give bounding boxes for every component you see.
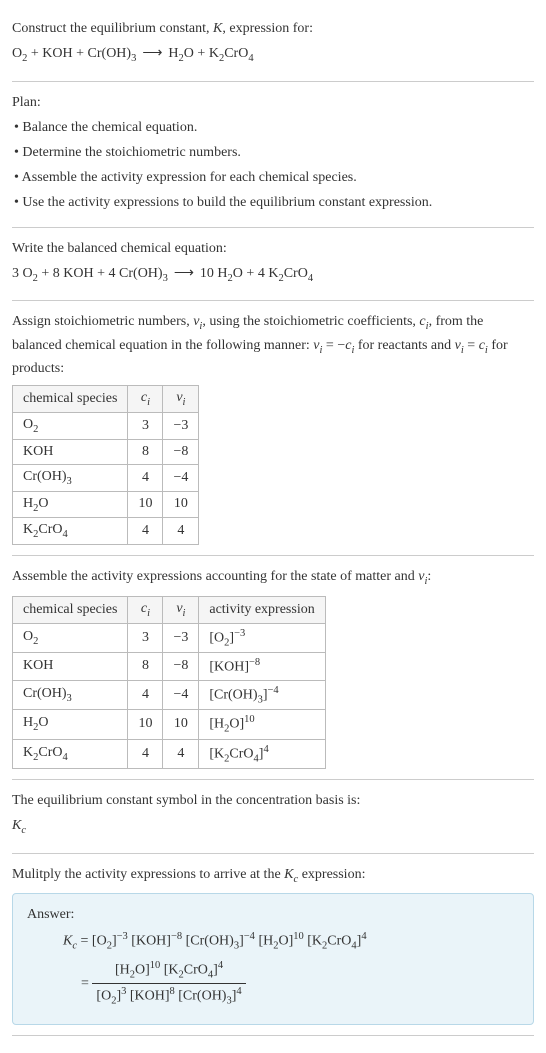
cell-activity: [K2CrO4]4	[199, 739, 325, 768]
table-row: KOH8−8[KOH]−8	[13, 652, 326, 680]
cell-activity: [Cr(OH)3]−4	[199, 680, 325, 709]
col-species: chemical species	[13, 386, 128, 413]
answer-box: Answer: Kc = [O2]−3 [KOH]−8 [Cr(OH)3]−4 …	[12, 893, 534, 1025]
cell-ci: 3	[128, 412, 163, 439]
species-K2CrO4: K2CrO4	[268, 266, 313, 281]
table-row: O23−3[O2]−3	[13, 623, 326, 652]
intro-line1: Construct the equilibrium constant, K, e…	[12, 18, 534, 39]
fraction-numerator: [H2O]10 [K2CrO4]4	[92, 958, 245, 984]
cell-species: O2	[13, 412, 128, 439]
cell-species: KOH	[13, 652, 128, 680]
cell-species: Cr(OH)3	[13, 464, 128, 491]
cell-activity: [H2O]10	[199, 710, 325, 739]
table-row: H2O1010[H2O]10	[13, 710, 326, 739]
species-H2O: H2O	[217, 266, 243, 281]
reaction-arrow-icon: ⟶	[168, 266, 200, 281]
cell-nui: −4	[163, 464, 199, 491]
col-ci: ci	[128, 596, 163, 623]
cell-ci: 4	[128, 739, 163, 768]
table-row: K2CrO444[K2CrO4]4	[13, 739, 326, 768]
species-K2CrO4: K2CrO4	[209, 46, 254, 61]
cell-species: K2CrO4	[13, 739, 128, 768]
activity-table: chemical species ci νi activity expressi…	[12, 596, 326, 769]
multiply-section: Mulitply the activity expressions to arr…	[12, 854, 534, 1036]
assign-text: Assign stoichiometric numbers, νi, using…	[12, 311, 534, 379]
answer-equation-line1: Kc = [O2]−3 [KOH]−8 [Cr(OH)3]−4 [H2O]10 …	[27, 929, 519, 954]
Kc-symbol: Kc	[12, 815, 534, 839]
cell-nui: −4	[163, 680, 199, 709]
cell-nui: 4	[163, 518, 199, 545]
K-symbol: K	[213, 21, 222, 36]
plan-section: Plan: • Balance the chemical equation. •…	[12, 82, 534, 228]
assemble-text: Assemble the activity expressions accoun…	[12, 566, 534, 590]
balanced-section: Write the balanced chemical equation: 3 …	[12, 228, 534, 302]
species-CrOH3: Cr(OH)3	[119, 266, 168, 281]
balanced-title: Write the balanced chemical equation:	[12, 238, 534, 259]
intro-section: Construct the equilibrium constant, K, e…	[12, 8, 534, 82]
cell-ci: 4	[128, 680, 163, 709]
cell-nui: −3	[163, 412, 199, 439]
col-activity: activity expression	[199, 596, 325, 623]
plan-title: Plan:	[12, 92, 534, 113]
species-O2: O2	[12, 46, 27, 61]
cell-nui: −8	[163, 439, 199, 464]
cell-species: KOH	[13, 439, 128, 464]
table-header-row: chemical species ci νi activity expressi…	[13, 596, 326, 623]
cell-species: O2	[13, 623, 128, 652]
cell-ci: 10	[128, 491, 163, 518]
cell-nui: 10	[163, 491, 199, 518]
cell-nui: 4	[163, 739, 199, 768]
cell-ci: 4	[128, 464, 163, 491]
cell-ci: 4	[128, 518, 163, 545]
fraction: [H2O]10 [K2CrO4]4 [O2]3 [KOH]8 [Cr(OH)3]…	[92, 958, 245, 1009]
table-row: Cr(OH)34−4[Cr(OH)3]−4	[13, 680, 326, 709]
col-nui: νi	[163, 596, 199, 623]
cell-species: H2O	[13, 491, 128, 518]
table-row: Cr(OH)34−4	[13, 464, 199, 491]
assign-section: Assign stoichiometric numbers, νi, using…	[12, 301, 534, 556]
plan-bullet: • Use the activity expressions to build …	[12, 192, 534, 213]
cell-nui: −3	[163, 623, 199, 652]
plan-bullet: • Balance the chemical equation.	[12, 117, 534, 138]
table-header-row: chemical species ci νi	[13, 386, 199, 413]
text: Construct the equilibrium constant,	[12, 21, 213, 36]
balanced-equation: 3 O2 + 8 KOH + 4 Cr(OH)3⟶10 H2O + 4 K2Cr…	[12, 263, 534, 287]
species-KOH: KOH	[63, 266, 93, 281]
symbol-section: The equilibrium constant symbol in the c…	[12, 780, 534, 854]
cell-nui: 10	[163, 710, 199, 739]
col-ci: ci	[128, 386, 163, 413]
answer-equation-line2: = [H2O]10 [K2CrO4]4 [O2]3 [KOH]8 [Cr(OH)…	[27, 958, 519, 1009]
species-H2O: H2O	[168, 46, 194, 61]
unbalanced-equation: O2 + KOH + Cr(OH)3⟶H2O + K2CrO4	[12, 43, 534, 67]
text: , expression for:	[222, 21, 313, 36]
cell-species: Cr(OH)3	[13, 680, 128, 709]
cell-activity: [KOH]−8	[199, 652, 325, 680]
multiply-text: Mulitply the activity expressions to arr…	[12, 864, 534, 888]
plan-bullet: • Determine the stoichiometric numbers.	[12, 142, 534, 163]
col-nui: νi	[163, 386, 199, 413]
stoich-table: chemical species ci νi O23−3KOH8−8Cr(OH)…	[12, 385, 199, 545]
cell-ci: 8	[128, 652, 163, 680]
reaction-arrow-icon: ⟶	[136, 46, 168, 61]
cell-ci: 10	[128, 710, 163, 739]
species-O2: O2	[23, 266, 38, 281]
col-species: chemical species	[13, 596, 128, 623]
table-row: K2CrO444	[13, 518, 199, 545]
symbol-text: The equilibrium constant symbol in the c…	[12, 790, 534, 811]
answer-label: Answer:	[27, 904, 519, 925]
cell-ci: 3	[128, 623, 163, 652]
table-row: H2O1010	[13, 491, 199, 518]
assemble-section: Assemble the activity expressions accoun…	[12, 556, 534, 780]
cell-nui: −8	[163, 652, 199, 680]
cell-species: K2CrO4	[13, 518, 128, 545]
table-row: O23−3	[13, 412, 199, 439]
cell-activity: [O2]−3	[199, 623, 325, 652]
cell-species: H2O	[13, 710, 128, 739]
table-row: KOH8−8	[13, 439, 199, 464]
plan-bullet: • Assemble the activity expression for e…	[12, 167, 534, 188]
fraction-denominator: [O2]3 [KOH]8 [Cr(OH)3]4	[92, 984, 245, 1009]
species-CrOH3: Cr(OH)3	[88, 46, 137, 61]
species-KOH: KOH	[42, 46, 72, 61]
cell-ci: 8	[128, 439, 163, 464]
